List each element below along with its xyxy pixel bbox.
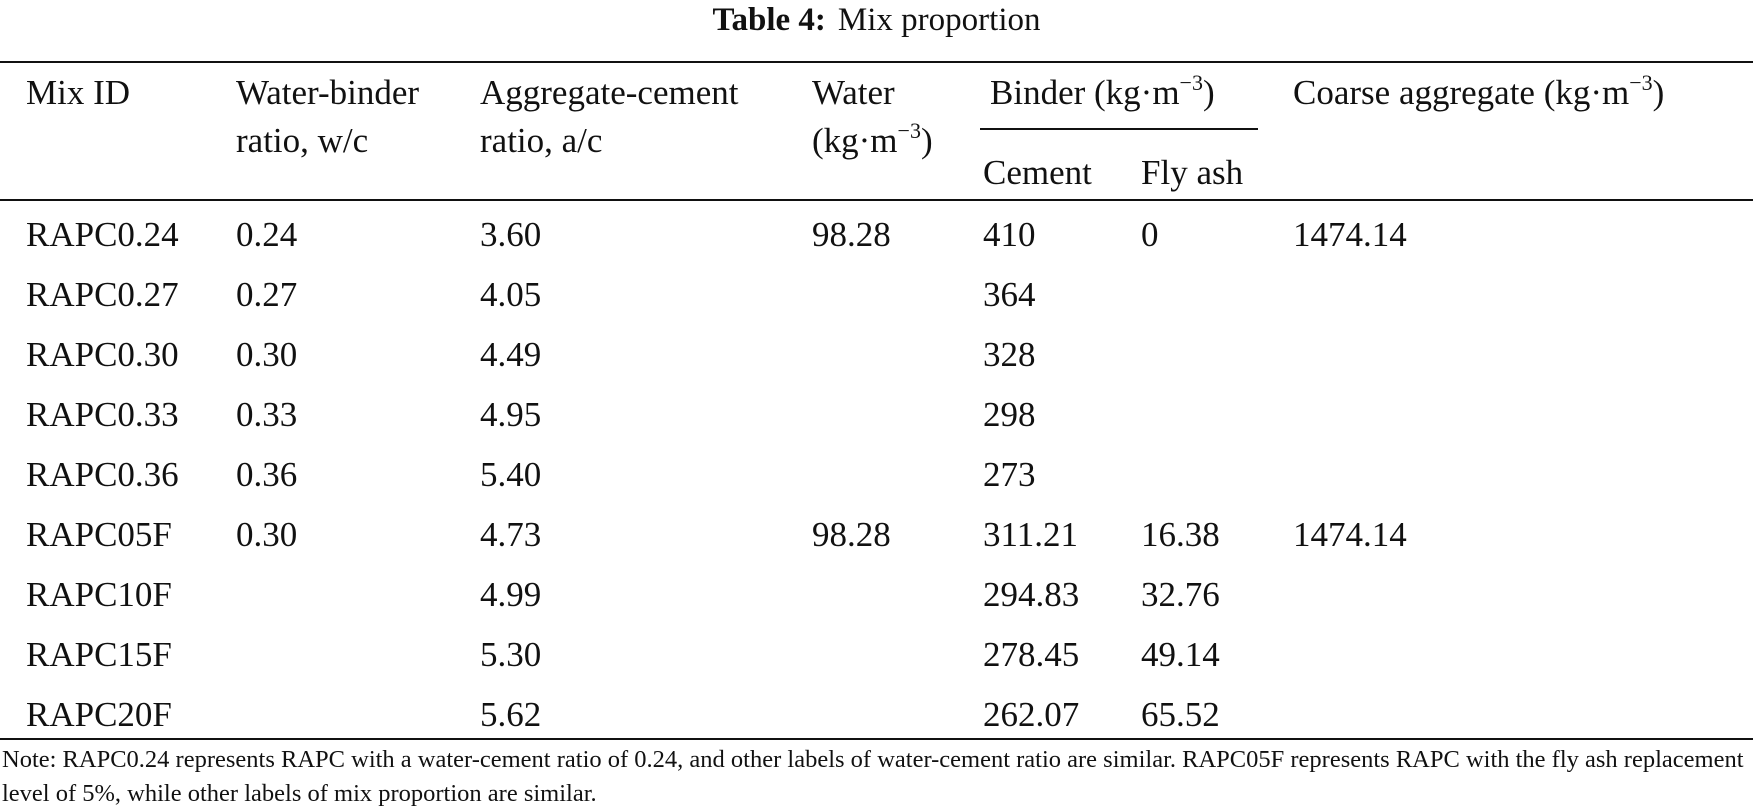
header-aggregate-cement-line2: ratio, a/c (480, 121, 603, 160)
cell-mix-id: RAPC0.27 (26, 275, 179, 314)
cell-cement: 278.45 (983, 635, 1080, 674)
cell-cement: 311.21 (983, 515, 1078, 554)
cell-water-binder: 0.27 (236, 275, 298, 314)
cell-aggregate-cement: 4.49 (480, 335, 542, 374)
cell-cement: 328 (983, 335, 1036, 374)
header-aggregate-cement-line1: Aggregate-cement (480, 73, 739, 112)
cell-mix-id: RAPC05F (26, 515, 172, 554)
header-water-binder-line1: Water-binder (236, 73, 420, 112)
cell-coarse-aggregate: 1474.14 (1293, 215, 1407, 254)
cell-water-binder: 0.33 (236, 395, 298, 434)
header-water-line1: Water (812, 73, 895, 112)
cell-water: 98.28 (812, 215, 891, 254)
cell-water-binder: 0.36 (236, 455, 298, 494)
cell-aggregate-cement: 5.30 (480, 635, 542, 674)
cell-cement: 364 (983, 275, 1036, 314)
cell-cement: 410 (983, 215, 1036, 254)
cell-mix-id: RAPC0.33 (26, 395, 179, 434)
cell-mix-id: RAPC0.24 (26, 215, 179, 254)
cell-mix-id: RAPC20F (26, 695, 172, 734)
cell-aggregate-cement: 5.62 (480, 695, 542, 734)
cell-cement: 262.07 (983, 695, 1080, 734)
cell-cement: 294.83 (983, 575, 1080, 614)
top-rule (0, 61, 1753, 63)
cell-cement: 298 (983, 395, 1036, 434)
bottom-rule (0, 738, 1753, 740)
header-cement: Cement (983, 153, 1092, 192)
cell-mix-id: RAPC15F (26, 635, 172, 674)
header-water-binder-line2: ratio, w/c (236, 121, 369, 160)
table-caption-label: Table 4: (712, 2, 826, 38)
table-caption-text: Mix proportion (837, 2, 1041, 38)
header-fly-ash: Fly ash (1141, 153, 1244, 192)
cell-aggregate-cement: 4.99 (480, 575, 542, 614)
cell-mix-id: RAPC0.36 (26, 455, 179, 494)
header-rule (0, 199, 1753, 201)
header-mix-id: Mix ID (26, 73, 131, 112)
binder-span-rule (980, 128, 1258, 130)
cell-mix-id: RAPC0.30 (26, 335, 179, 374)
cell-fly-ash: 65.52 (1141, 695, 1220, 734)
cell-aggregate-cement: 4.95 (480, 395, 542, 434)
cell-water-binder: 0.30 (236, 335, 298, 374)
cell-aggregate-cement: 5.40 (480, 455, 542, 494)
cell-aggregate-cement: 3.60 (480, 215, 542, 254)
table-note: Note: RAPC0.24 represents RAPC with a wa… (2, 746, 1744, 806)
cell-water-binder: 0.24 (236, 215, 298, 254)
cell-fly-ash: 49.14 (1141, 635, 1220, 674)
cell-aggregate-cement: 4.73 (480, 515, 542, 554)
cell-water: 98.28 (812, 515, 891, 554)
cell-cement: 273 (983, 455, 1036, 494)
cell-aggregate-cement: 4.05 (480, 275, 542, 314)
cell-fly-ash: 32.76 (1141, 575, 1220, 614)
cell-fly-ash: 16.38 (1141, 515, 1220, 554)
cell-water-binder: 0.30 (236, 515, 298, 554)
cell-mix-id: RAPC10F (26, 575, 172, 614)
table-caption: Table 4: Mix proportion (0, 0, 1753, 40)
header-coarse-aggregate: Coarse aggregate (kg·m−3) (1293, 70, 1665, 113)
cell-fly-ash: 0 (1141, 215, 1159, 254)
cell-coarse-aggregate: 1474.14 (1293, 515, 1407, 554)
header-binder: Binder (kg·m−3) (990, 70, 1215, 113)
header-water-line2: (kg·m−3) (812, 118, 933, 161)
